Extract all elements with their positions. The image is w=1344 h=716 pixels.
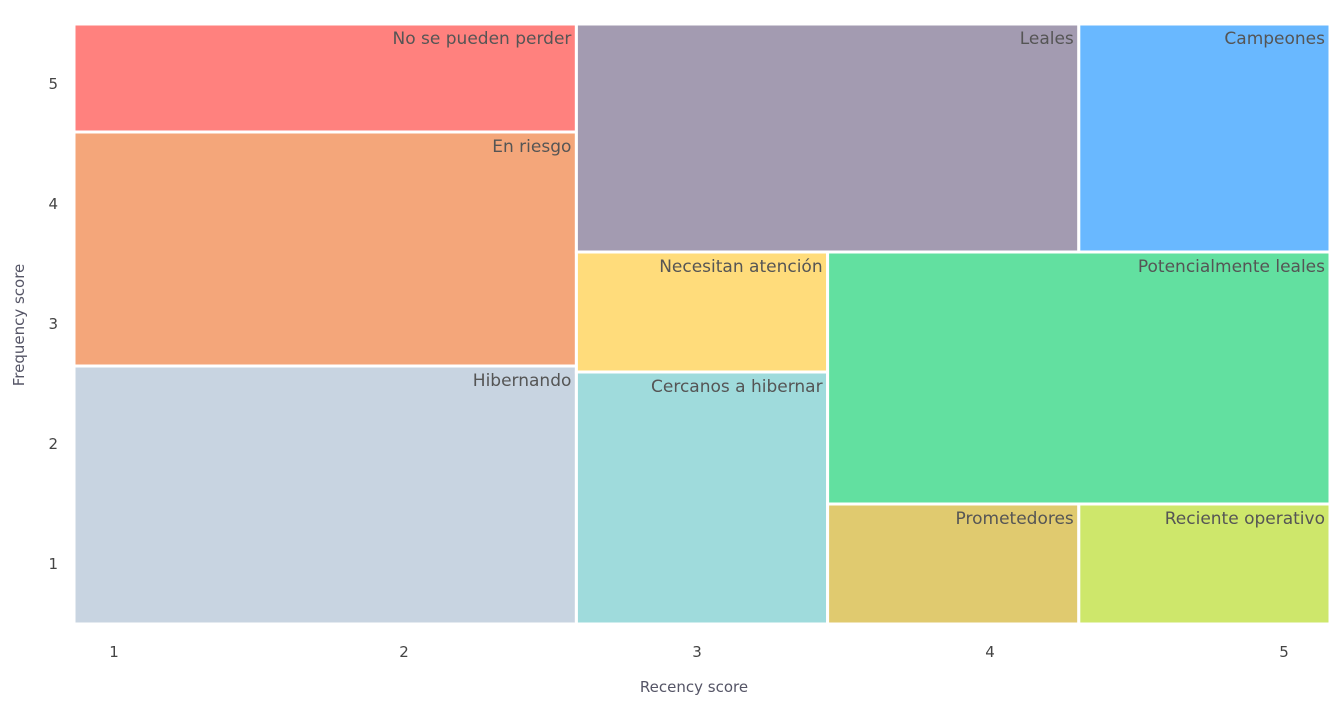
x-tick-label: 5 [1279, 643, 1289, 661]
segment-label-prometedores: Prometedores [956, 509, 1074, 529]
segment-label-reciente-operativo: Reciente operativo [1165, 509, 1325, 529]
segment-label-cercanos-a-hibernar: Cercanos a hibernar [651, 377, 823, 397]
y-tick-label: 3 [48, 315, 58, 333]
x-tick-label: 4 [985, 643, 995, 661]
x-axis-title: Recency score [640, 678, 748, 696]
segment-label-layer: No se pueden perder En riesgo Hibernando Le… [393, 29, 1326, 529]
y-tick-label: 4 [48, 195, 58, 213]
x-tick-label: 3 [692, 643, 702, 661]
segment-label-campeones: Campeones [1224, 29, 1325, 49]
segment-no-se-pueden-perder[interactable] [72, 22, 578, 134]
segment-layer [72, 22, 1332, 626]
y-tick-label: 2 [48, 435, 58, 453]
segment-label-en-riesgo: En riesgo [492, 137, 571, 157]
segment-prometedores[interactable] [826, 502, 1081, 626]
y-tick-label: 1 [48, 555, 58, 573]
segment-label-hibernando: Hibernando [473, 371, 572, 391]
x-tick-label: 2 [399, 643, 409, 661]
y-axis-ticks: 1 2 3 4 5 [48, 75, 58, 573]
segment-cercanos-a-hibernar[interactable] [574, 370, 830, 626]
x-axis-ticks: 1 2 3 4 5 [109, 643, 1289, 661]
segment-campeones[interactable] [1077, 22, 1332, 254]
segment-potencialmente-leales[interactable] [826, 250, 1332, 506]
segment-label-potencialmente-leales: Potencialmente leales [1138, 257, 1325, 277]
x-tick-label: 1 [109, 643, 119, 661]
segment-label-leales: Leales [1020, 29, 1074, 49]
y-tick-label: 5 [48, 75, 58, 93]
segment-necesitan-atencion[interactable] [574, 250, 830, 374]
segment-en-riesgo[interactable] [72, 130, 578, 368]
segment-label-necesitan-atencion: Necesitan atención [659, 257, 822, 277]
segment-label-no-se-pueden-perder: No se pueden perder [393, 29, 572, 49]
segment-hibernando[interactable] [72, 364, 578, 626]
segment-leales[interactable] [574, 22, 1081, 254]
y-axis-title: Frequency score [10, 264, 28, 387]
segment-reciente-operativo[interactable] [1077, 502, 1332, 626]
